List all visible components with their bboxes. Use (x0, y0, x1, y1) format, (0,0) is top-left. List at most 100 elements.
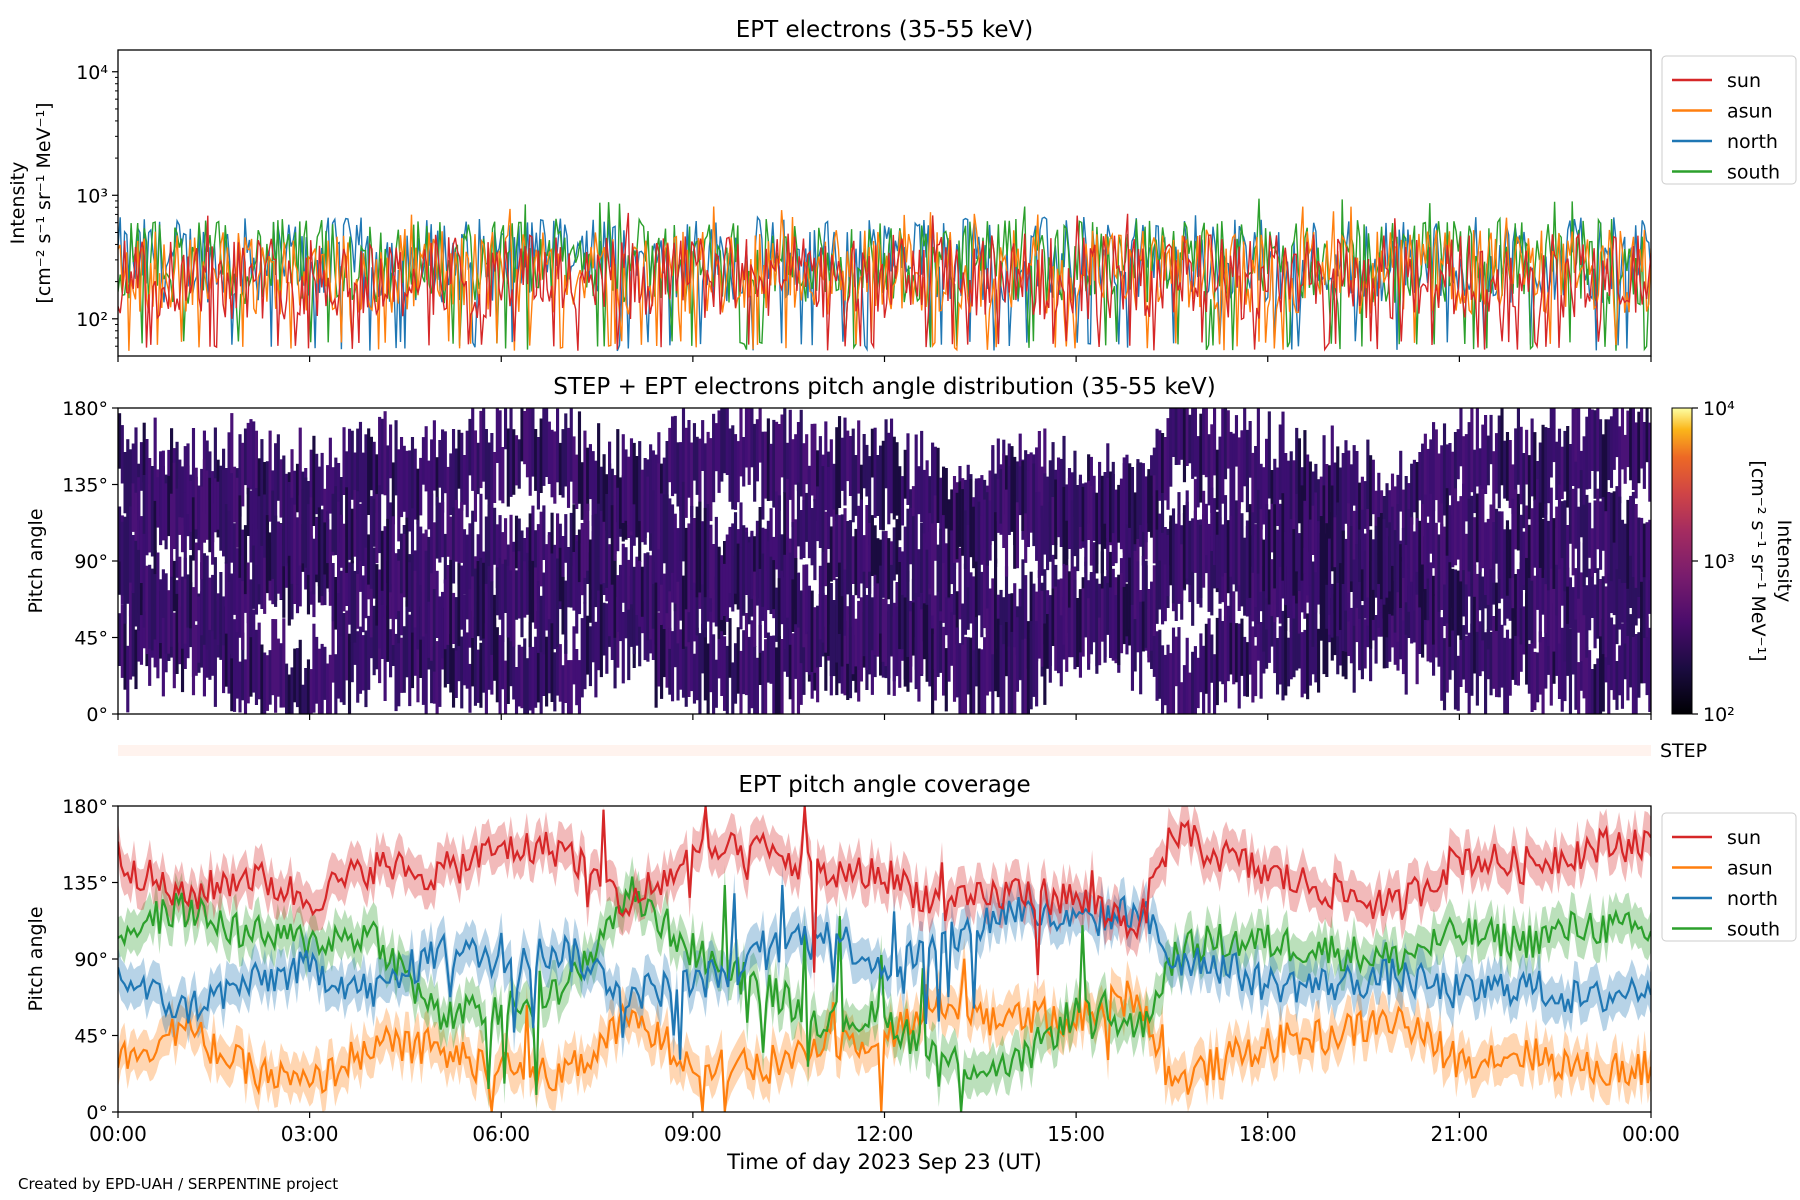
pad-heatmap-cell (1289, 519, 1293, 598)
pad-heatmap-cell (241, 442, 245, 507)
pad-heatmap-cell (758, 507, 762, 599)
pad-heatmap-cell (1081, 486, 1085, 542)
pad-heatmap-cell (1459, 496, 1463, 582)
pad-heatmap-cell (1248, 504, 1252, 598)
pad-heatmap-cell (714, 516, 718, 590)
pad-heatmap-cell (1421, 523, 1425, 609)
pad-heatmap-cell (342, 613, 346, 705)
pad-heatmap-cell (531, 505, 535, 600)
pad-heatmap-cell (178, 459, 182, 518)
pad-heatmap-cell (1434, 429, 1438, 501)
pad-heatmap-cell (498, 410, 502, 501)
pad-heatmap-cell (120, 521, 124, 596)
pad-heatmap-cell (1303, 629, 1307, 694)
pad-heatmap-cell (1571, 408, 1575, 486)
pad-heatmap-cell (260, 644, 264, 714)
pad-heatmap-cell (1640, 555, 1644, 634)
pad-heatmap-cell (556, 408, 560, 483)
pad-heatmap-cell (298, 639, 302, 714)
pad-heatmap-cell (137, 477, 141, 550)
pad-heatmap-cell (1429, 439, 1433, 527)
pad-heatmap-cell (1451, 568, 1455, 631)
pad-heatmap-cell (1382, 519, 1386, 605)
pad-heatmap-cell (1177, 627, 1181, 714)
pad-heatmap-cell (1204, 503, 1208, 556)
pad-heatmap-cell (1193, 646, 1197, 714)
pad-heatmap-cell (139, 588, 144, 665)
pad-heatmap-cell (306, 659, 311, 714)
pad-heatmap-cell (506, 428, 510, 507)
pad-heatmap-cell (972, 506, 976, 569)
pad-heatmap-cell (1410, 517, 1414, 582)
coverage-legend-box (1661, 812, 1797, 942)
pad-heatmap-cell (1645, 522, 1649, 586)
pad-heatmap-cell (1303, 548, 1307, 619)
pad-heatmap-cell (629, 535, 634, 605)
pad-heatmap-cell (1139, 462, 1143, 525)
pad-heatmap-cell (1067, 477, 1072, 549)
colorbar-tick-label: 10³ (1703, 551, 1735, 573)
pad-heatmap-cell (536, 611, 540, 703)
pad-heatmap-cell (1566, 426, 1570, 508)
pad-heatmap-cell (837, 515, 842, 584)
pad-heatmap-cell (545, 636, 549, 707)
pad-heatmap-cell (687, 629, 691, 697)
coverage-y-tick-label: 0° (86, 1102, 108, 1124)
pad-heatmap-cell (1215, 617, 1219, 706)
pad-heatmap-cell (1248, 596, 1252, 675)
pad-heatmap-cell (783, 554, 787, 649)
pad-heatmap-cell (1185, 408, 1189, 466)
pad-heatmap-cell (295, 648, 300, 708)
pad-heatmap-cell (503, 559, 508, 613)
pad-heatmap-cell (824, 421, 828, 511)
pad-heatmap-cell (835, 578, 839, 663)
pad-heatmap-cell (1500, 624, 1504, 688)
pad-heatmap-cell (1568, 577, 1573, 629)
pad-heatmap-cell (709, 603, 713, 693)
pad-heatmap-cell (575, 649, 579, 706)
pad-heatmap-cell (610, 505, 614, 585)
pad-heatmap-cell (1473, 564, 1477, 635)
pad-heatmap-cell (1634, 634, 1638, 714)
pad-heatmap-cell (476, 649, 480, 703)
pad-heatmap-cell (391, 462, 395, 525)
pad-heatmap-cell (1615, 661, 1619, 710)
pad-heatmap-cell (1442, 526, 1447, 585)
pad-heatmap-cell (213, 478, 217, 533)
pad-heatmap-cell (238, 661, 242, 713)
pad-heatmap-cell (917, 549, 921, 597)
pad-heatmap-cell (1366, 572, 1370, 626)
pad-heatmap-cell (397, 449, 401, 542)
pad-heatmap-cell (687, 420, 691, 498)
pad-heatmap-cell (892, 436, 896, 520)
pad-heatmap-cell (1270, 594, 1274, 647)
pad-heatmap-cell (1218, 498, 1222, 548)
pad-heatmap-cell (1538, 502, 1542, 568)
pad-heatmap-cell (1330, 583, 1334, 638)
pad-heatmap-cell (1035, 447, 1039, 509)
pad-heatmap-cell (643, 553, 647, 602)
pad-heatmap-cell (613, 600, 617, 689)
pad-heatmap-cell (1432, 422, 1436, 512)
pad-heatmap-cell (1152, 600, 1156, 677)
pad-heatmap-cell (747, 542, 751, 598)
pad-heatmap-cell (695, 584, 699, 636)
pad-heatmap-cell (1374, 525, 1378, 598)
pad-heatmap-cell (263, 652, 267, 714)
pad-heatmap-cell (1202, 645, 1206, 714)
pad-heatmap-cell (1308, 461, 1312, 553)
pad-heatmap-cell (857, 600, 861, 670)
pad-heatmap-cell (1401, 527, 1406, 578)
pad-heatmap-cell (564, 413, 568, 487)
pad-heatmap-cell (1467, 632, 1471, 714)
pad-heatmap-cell (312, 623, 316, 713)
pad-heatmap-cell (1440, 445, 1444, 514)
pad-heatmap-cell (339, 570, 343, 637)
pad-heatmap-cell (1292, 460, 1296, 543)
pad-heatmap-cell (1347, 564, 1351, 622)
pad-heatmap-cell (1013, 647, 1017, 714)
pad-heatmap-cell (1188, 672, 1192, 714)
pad-heatmap-cell (1453, 569, 1458, 625)
pad-heatmap-cell (427, 460, 431, 530)
pad-y-tick-label: 135° (62, 475, 108, 497)
